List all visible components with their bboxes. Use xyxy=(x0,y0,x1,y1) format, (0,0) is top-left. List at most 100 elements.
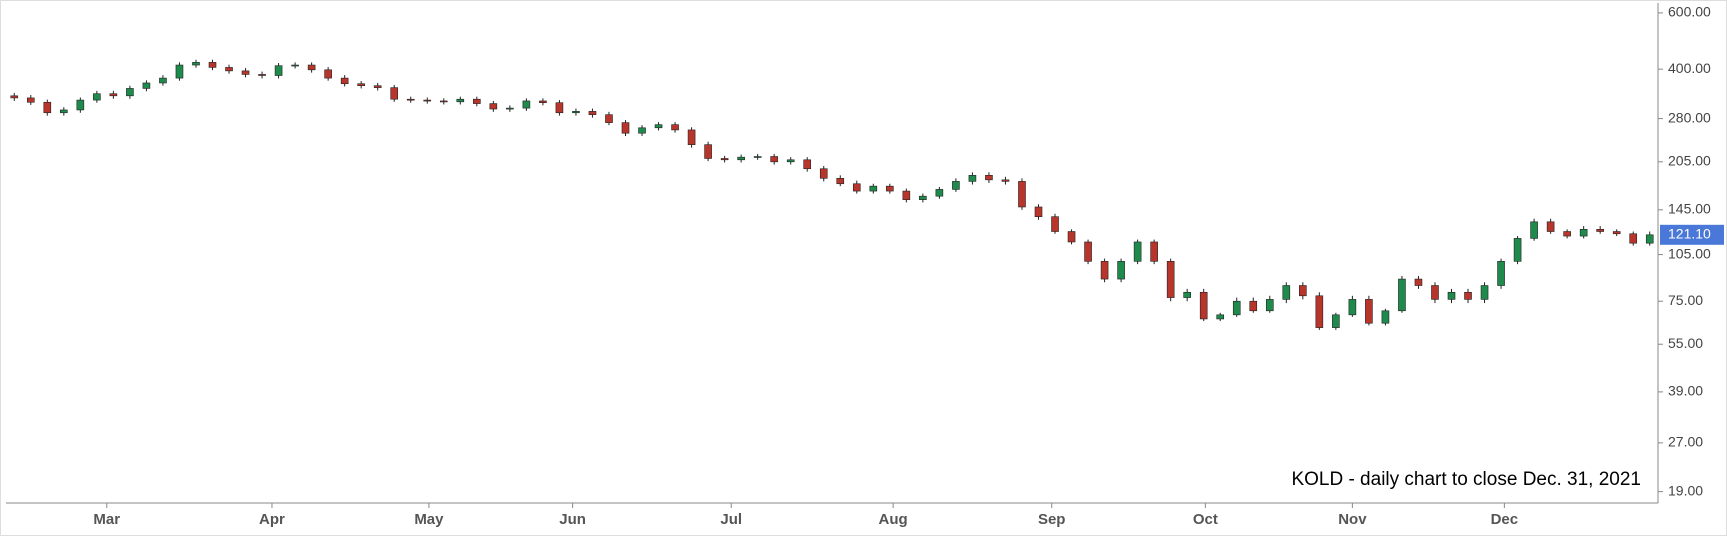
x-tick-label: Sep xyxy=(1038,511,1066,528)
candle-body xyxy=(357,83,365,86)
candle-body xyxy=(390,87,399,100)
y-tick-label: 600.00 xyxy=(1668,4,1711,20)
candle-body xyxy=(852,183,861,192)
candle-body xyxy=(919,195,927,200)
y-tick-label: 19.00 xyxy=(1668,482,1703,498)
candle-body xyxy=(307,64,316,71)
candle-body xyxy=(241,70,250,75)
candle-body xyxy=(1183,291,1191,298)
candle-body xyxy=(60,109,68,114)
y-tick-label: 27.00 xyxy=(1668,434,1703,450)
candle-body xyxy=(1513,238,1522,262)
last-price-box xyxy=(1660,224,1724,245)
candle-body xyxy=(1480,285,1489,300)
candle-body xyxy=(869,185,878,192)
candle-body xyxy=(1464,291,1472,300)
candle-body xyxy=(456,98,465,103)
candle-body xyxy=(836,178,845,185)
candle-body xyxy=(439,100,448,103)
candle-body xyxy=(1232,300,1241,316)
candle-body xyxy=(1579,228,1588,237)
annotation: KOLD - daily chart to close Dec. 31, 202… xyxy=(1291,469,1641,490)
candle-body xyxy=(208,62,217,68)
candle-body xyxy=(126,88,134,97)
last-price-label: 121.10 xyxy=(1668,226,1711,242)
candle-body xyxy=(324,69,332,79)
candle-body xyxy=(1365,299,1373,324)
candle-body xyxy=(952,181,960,190)
candle-body xyxy=(1414,278,1423,286)
candle-body xyxy=(1563,231,1571,237)
candle-body xyxy=(423,99,432,102)
candle-body xyxy=(803,159,812,170)
candle-body xyxy=(1497,261,1505,286)
candle-body xyxy=(192,62,200,66)
y-tick-label: 105.00 xyxy=(1668,245,1711,261)
candle-body xyxy=(506,107,514,110)
candle-body xyxy=(1612,231,1621,235)
candle-body xyxy=(10,95,19,99)
candle-body xyxy=(109,93,118,97)
candle-body xyxy=(1133,241,1142,262)
candle-body xyxy=(1084,241,1092,262)
candle-body xyxy=(786,159,795,163)
candle-body xyxy=(93,93,101,101)
candle-body xyxy=(26,97,35,103)
candle-body xyxy=(1150,241,1158,262)
candle-body xyxy=(1117,261,1125,280)
x-tick-label: Dec xyxy=(1491,511,1519,528)
candle-body xyxy=(1546,221,1555,232)
x-tick-label: Jun xyxy=(559,511,586,528)
candle-body xyxy=(770,156,778,163)
candle-body xyxy=(1001,179,1010,182)
candle-body xyxy=(76,99,85,111)
candle-body xyxy=(1431,285,1439,300)
candle-body xyxy=(819,168,828,179)
candle-body xyxy=(985,175,993,181)
candle-body xyxy=(572,111,580,114)
candle-body xyxy=(539,100,547,103)
candle-body xyxy=(373,85,382,88)
candle-body xyxy=(1398,278,1406,312)
candle-body xyxy=(1299,285,1307,297)
candle-body xyxy=(1332,314,1340,328)
y-tick-label: 280.00 xyxy=(1668,109,1711,125)
candle-body xyxy=(1381,310,1390,324)
candle-body xyxy=(605,114,613,123)
candle-body xyxy=(175,64,184,79)
y-tick-label: 145.00 xyxy=(1668,201,1711,217)
candle-body xyxy=(1166,261,1175,298)
candle-body xyxy=(886,185,894,192)
y-tick-label: 75.00 xyxy=(1668,292,1703,308)
candle-body xyxy=(1199,291,1208,320)
x-tick-label: May xyxy=(414,511,444,528)
candle-body xyxy=(737,156,745,161)
x-tick-label: Aug xyxy=(879,511,908,528)
x-tick-label: Mar xyxy=(93,511,120,528)
x-tick-label: Nov xyxy=(1338,511,1367,528)
candle-body xyxy=(142,82,151,89)
candle-body xyxy=(406,98,415,101)
candle-body xyxy=(291,64,299,67)
candle-body xyxy=(1100,261,1109,280)
candle-body xyxy=(1051,216,1059,232)
candle-body xyxy=(1265,299,1274,312)
candle-body xyxy=(935,189,944,197)
candle-body xyxy=(159,77,167,84)
x-tick-label: Jul xyxy=(720,511,742,528)
candle-body xyxy=(522,100,531,109)
candle-body xyxy=(1315,295,1324,328)
candle-body xyxy=(1348,299,1357,316)
candle-body xyxy=(1216,314,1225,320)
candle-body xyxy=(225,67,233,72)
y-tick-label: 400.00 xyxy=(1668,60,1711,76)
candle-body xyxy=(1067,231,1076,243)
candle-body xyxy=(1447,291,1456,300)
candle-body xyxy=(638,127,646,134)
candle-body xyxy=(687,129,696,145)
y-tick-label: 39.00 xyxy=(1668,383,1703,399)
candle-body xyxy=(1629,233,1638,244)
x-tick-label: Oct xyxy=(1193,511,1218,528)
